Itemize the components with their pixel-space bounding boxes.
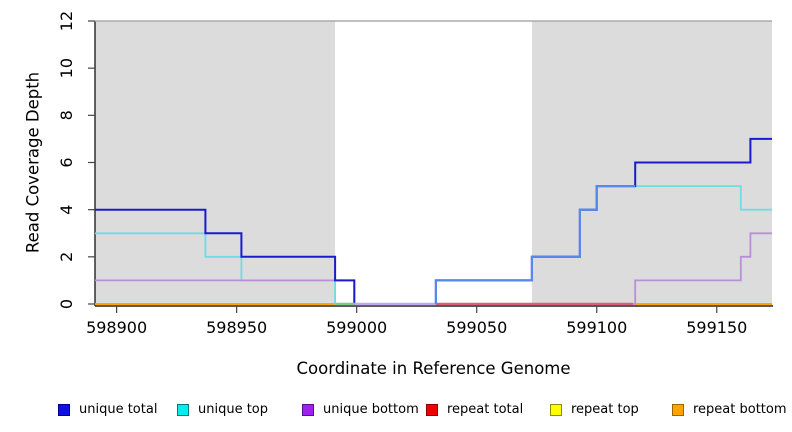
x-tick-label: 599150: [686, 318, 747, 337]
x-tick-label: 598900: [86, 318, 147, 337]
y-tick-label: 10: [57, 58, 76, 78]
x-tick-label: 598950: [206, 318, 267, 337]
y-tick-label: 12: [57, 11, 76, 31]
x-tick-label: 599100: [566, 318, 627, 337]
y-tick-label: 6: [57, 157, 76, 167]
y-axis-title: Read Coverage Depth: [23, 71, 43, 254]
y-tick-label: 2: [57, 252, 76, 262]
x-tick-label: 599050: [446, 318, 507, 337]
y-tick-label: 4: [57, 205, 76, 215]
shaded-region: [95, 21, 336, 305]
y-tick-label: 8: [57, 110, 76, 120]
x-axis-title: Coordinate in Reference Genome: [296, 359, 571, 378]
overlap-segment: [434, 185, 636, 304]
y-tick-label: 0: [57, 299, 76, 309]
x-tick-label: 599000: [326, 318, 387, 337]
